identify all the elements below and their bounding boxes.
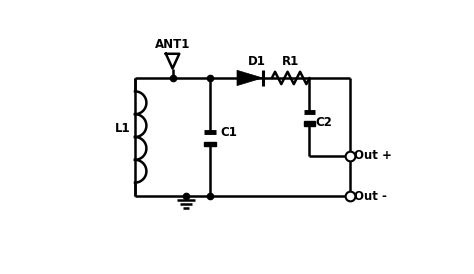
Polygon shape: [237, 70, 263, 85]
Bar: [204, 142, 216, 146]
Text: L1: L1: [115, 122, 131, 135]
Text: D1: D1: [247, 55, 265, 68]
Bar: [304, 121, 315, 126]
Text: Out +: Out +: [354, 149, 392, 162]
Text: Out -: Out -: [354, 190, 387, 202]
Text: C2: C2: [315, 116, 332, 129]
Text: ANT1: ANT1: [155, 38, 190, 51]
Text: C1: C1: [220, 127, 237, 139]
Text: R1: R1: [282, 55, 299, 68]
